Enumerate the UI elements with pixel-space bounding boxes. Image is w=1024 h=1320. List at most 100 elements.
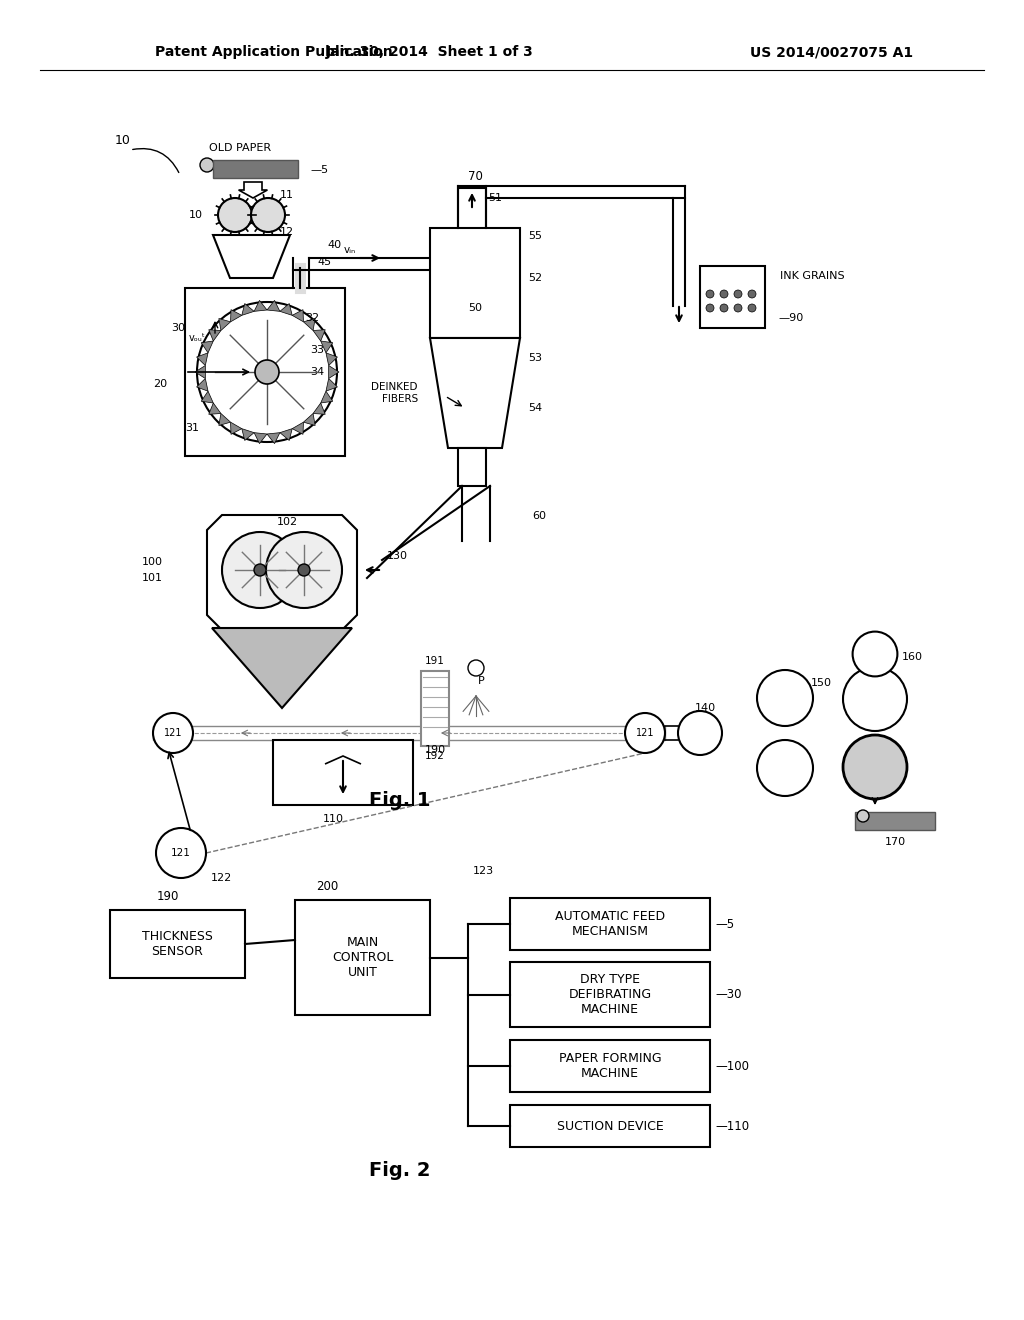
Text: 122: 122 [210, 873, 231, 883]
Bar [110, 909, 245, 978]
Polygon shape [303, 413, 315, 425]
Text: MAIN
CONTROL
UNIT: MAIN CONTROL UNIT [332, 936, 393, 979]
Circle shape [468, 660, 484, 676]
Polygon shape [212, 628, 352, 708]
Polygon shape [202, 391, 213, 403]
Text: 32: 32 [305, 313, 319, 323]
Text: 12: 12 [280, 227, 294, 238]
Circle shape [857, 810, 869, 822]
Text: THICKNESS
SENSOR: THICKNESS SENSOR [142, 931, 213, 958]
Text: 170: 170 [885, 837, 905, 847]
Polygon shape [321, 341, 333, 352]
Circle shape [748, 290, 756, 298]
Text: DRY TYPE
DEFIBRATING
MACHINE: DRY TYPE DEFIBRATING MACHINE [568, 973, 651, 1016]
Text: 20: 20 [153, 379, 167, 389]
Bar [185, 288, 345, 455]
Circle shape [734, 290, 742, 298]
Text: 160: 160 [901, 652, 923, 663]
Text: —100: —100 [715, 1060, 749, 1072]
Bar [510, 962, 710, 1027]
Text: 60: 60 [532, 511, 546, 521]
Polygon shape [254, 301, 267, 312]
Text: 102: 102 [276, 517, 298, 527]
Bar [700, 267, 765, 327]
Polygon shape [202, 341, 213, 352]
Polygon shape [239, 182, 267, 198]
Polygon shape [267, 301, 280, 312]
Polygon shape [303, 318, 315, 330]
Text: —30: —30 [715, 987, 741, 1001]
Text: 55: 55 [528, 231, 542, 242]
Text: 70: 70 [468, 169, 482, 182]
Text: 30: 30 [171, 323, 185, 333]
Polygon shape [242, 429, 254, 441]
Text: 123: 123 [472, 866, 494, 876]
Circle shape [255, 360, 279, 384]
Bar [430, 228, 520, 338]
Bar [510, 1040, 710, 1092]
Circle shape [706, 290, 714, 298]
Text: DEINKED
FIBERS: DEINKED FIBERS [372, 383, 418, 404]
Text: vᵢₙ: vᵢₙ [344, 246, 356, 255]
Polygon shape [280, 429, 292, 441]
Polygon shape [254, 433, 267, 444]
Polygon shape [292, 310, 303, 322]
Polygon shape [313, 403, 326, 414]
Text: 200: 200 [315, 880, 338, 894]
Circle shape [706, 304, 714, 312]
Text: 190: 190 [424, 744, 445, 755]
Polygon shape [326, 352, 338, 366]
Circle shape [720, 290, 728, 298]
Text: Fig. 2: Fig. 2 [370, 1160, 431, 1180]
Circle shape [156, 828, 206, 878]
Text: —5: —5 [310, 165, 328, 176]
Polygon shape [329, 366, 339, 379]
Circle shape [625, 713, 665, 752]
Polygon shape [207, 515, 357, 630]
Text: 54: 54 [528, 403, 542, 413]
Polygon shape [209, 330, 221, 341]
Text: 40: 40 [328, 240, 342, 249]
Text: 50: 50 [468, 304, 482, 313]
Text: 10: 10 [115, 133, 131, 147]
Polygon shape [197, 352, 208, 366]
Circle shape [678, 711, 722, 755]
Polygon shape [219, 318, 230, 330]
Text: 192: 192 [425, 751, 445, 762]
Circle shape [197, 302, 337, 442]
Bar [855, 812, 935, 830]
Text: 150: 150 [811, 678, 831, 688]
Text: 100: 100 [142, 557, 163, 568]
Polygon shape [313, 330, 326, 341]
Text: 45: 45 [317, 257, 332, 267]
Text: Patent Application Publication: Patent Application Publication [155, 45, 393, 59]
Text: —5: —5 [715, 917, 734, 931]
Polygon shape [230, 422, 242, 434]
Text: 10: 10 [189, 210, 203, 220]
Circle shape [748, 304, 756, 312]
Circle shape [222, 532, 298, 609]
Circle shape [153, 713, 193, 752]
Text: SUCTION DEVICE: SUCTION DEVICE [557, 1119, 664, 1133]
Bar [510, 898, 710, 950]
Polygon shape [267, 433, 280, 444]
Polygon shape [197, 379, 208, 391]
Text: Fig. 1: Fig. 1 [370, 791, 431, 809]
Circle shape [200, 158, 214, 172]
Circle shape [843, 667, 907, 731]
Text: 31: 31 [185, 422, 199, 433]
Polygon shape [242, 304, 254, 315]
Text: 121: 121 [636, 729, 654, 738]
Circle shape [757, 741, 813, 796]
Text: 121: 121 [171, 847, 190, 858]
Circle shape [720, 304, 728, 312]
Text: INK GRAINS: INK GRAINS [780, 271, 845, 281]
Text: P: P [477, 676, 484, 686]
Bar [458, 187, 486, 230]
Circle shape [853, 631, 897, 676]
Circle shape [254, 564, 266, 576]
Circle shape [757, 671, 813, 726]
Text: vₒᵤᵗ: vₒᵤᵗ [189, 333, 206, 343]
Text: AUTOMATIC FEED
MECHANISM: AUTOMATIC FEED MECHANISM [555, 909, 665, 939]
Text: PAPER FORMING
MACHINE: PAPER FORMING MACHINE [559, 1052, 662, 1080]
